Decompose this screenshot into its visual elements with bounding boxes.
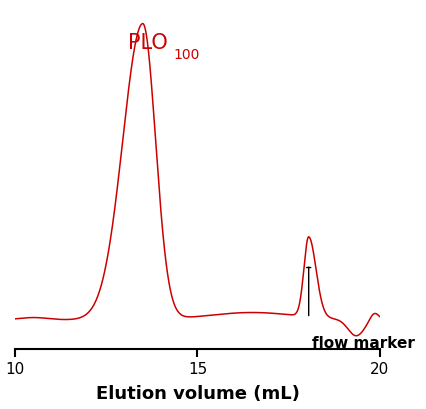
Text: PLO: PLO: [128, 33, 167, 53]
Text: 100: 100: [173, 49, 200, 63]
Text: flow marker: flow marker: [311, 336, 414, 351]
X-axis label: Elution volume (mL): Elution volume (mL): [95, 385, 299, 403]
